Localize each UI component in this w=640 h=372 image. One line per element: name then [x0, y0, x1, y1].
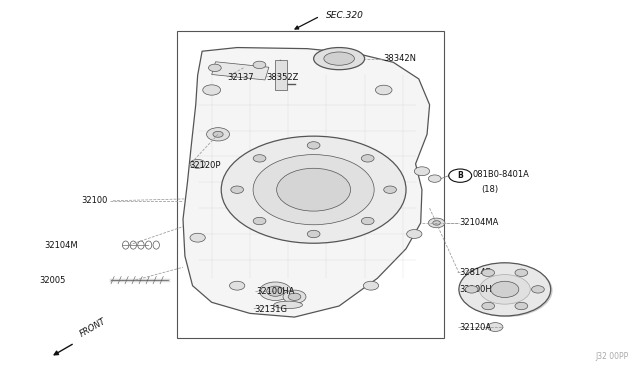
- Circle shape: [428, 218, 445, 228]
- Text: 32814E: 32814E: [459, 268, 491, 277]
- Text: 38352Z: 38352Z: [266, 73, 298, 81]
- Circle shape: [406, 230, 422, 238]
- Text: 32120A: 32120A: [459, 323, 491, 331]
- Text: 32104MA: 32104MA: [459, 218, 499, 227]
- Circle shape: [461, 264, 552, 317]
- Bar: [212, 62, 269, 80]
- Circle shape: [479, 275, 531, 304]
- Circle shape: [362, 155, 374, 162]
- Text: 32137: 32137: [228, 73, 254, 81]
- Circle shape: [459, 263, 550, 316]
- Circle shape: [488, 323, 503, 331]
- Circle shape: [253, 155, 266, 162]
- Circle shape: [190, 233, 205, 242]
- Circle shape: [259, 282, 291, 301]
- Circle shape: [253, 61, 266, 68]
- Text: 32100H: 32100H: [459, 285, 492, 294]
- Text: B: B: [458, 171, 463, 180]
- Circle shape: [491, 281, 519, 298]
- Text: J32 00PP: J32 00PP: [596, 352, 629, 361]
- Text: 32100HA: 32100HA: [256, 287, 295, 296]
- Circle shape: [362, 217, 374, 225]
- Circle shape: [221, 136, 406, 243]
- Circle shape: [231, 186, 244, 193]
- Polygon shape: [183, 48, 429, 317]
- Circle shape: [482, 302, 495, 310]
- Circle shape: [307, 142, 320, 149]
- Circle shape: [276, 168, 351, 211]
- Circle shape: [414, 167, 429, 176]
- Bar: [177, 31, 444, 338]
- Text: FRONT: FRONT: [78, 317, 108, 339]
- Circle shape: [465, 286, 478, 293]
- Circle shape: [283, 290, 306, 304]
- Ellipse shape: [274, 301, 303, 309]
- Circle shape: [267, 286, 284, 296]
- Circle shape: [384, 186, 396, 193]
- Circle shape: [515, 269, 528, 276]
- Circle shape: [428, 175, 441, 182]
- Text: 32100: 32100: [81, 196, 108, 205]
- Text: 32131G: 32131G: [254, 305, 287, 314]
- Circle shape: [364, 281, 379, 290]
- Text: (18): (18): [481, 185, 499, 194]
- Circle shape: [209, 64, 221, 71]
- Text: 32120P: 32120P: [189, 161, 221, 170]
- Circle shape: [203, 85, 221, 95]
- Circle shape: [230, 281, 245, 290]
- Bar: [275, 61, 287, 90]
- Circle shape: [213, 131, 223, 137]
- Circle shape: [532, 286, 544, 293]
- Circle shape: [433, 221, 440, 225]
- Circle shape: [515, 302, 528, 310]
- Text: SEC.320: SEC.320: [326, 11, 364, 20]
- Text: 081B0-8401A: 081B0-8401A: [473, 170, 530, 179]
- Ellipse shape: [314, 48, 365, 70]
- Circle shape: [190, 160, 205, 168]
- Circle shape: [307, 230, 320, 238]
- Circle shape: [376, 85, 392, 95]
- Text: 38342N: 38342N: [384, 54, 417, 63]
- Circle shape: [288, 293, 301, 301]
- Text: 32104M: 32104M: [45, 241, 78, 250]
- Circle shape: [253, 217, 266, 225]
- Circle shape: [207, 128, 230, 141]
- Ellipse shape: [324, 52, 355, 65]
- Text: 32005: 32005: [40, 276, 66, 285]
- Circle shape: [253, 155, 374, 225]
- Circle shape: [482, 269, 495, 276]
